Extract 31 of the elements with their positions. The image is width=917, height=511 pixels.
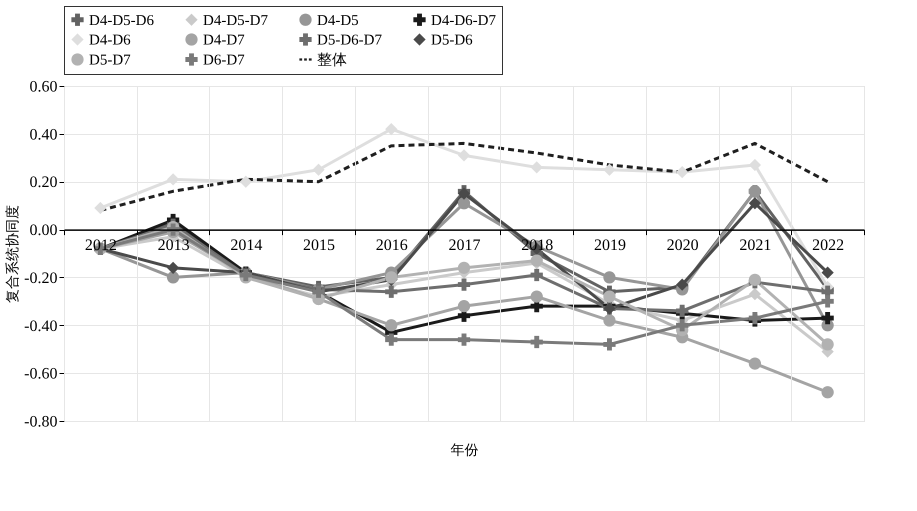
x-tick-label: 2013 [158,237,190,254]
legend-label: D5-D6 [431,32,474,48]
y-tick-label: -0.60 [24,366,58,383]
x-tick-label: 2015 [303,237,336,254]
x-tick-label: 2020 [666,237,699,254]
legend-label: D4-D6 [89,32,132,48]
x-tick-label: 2022 [812,237,844,254]
legend-label: 整体 [317,52,347,68]
legend-label: D6-D7 [203,52,246,68]
x-axis-title: 年份 [450,442,478,458]
legend-label: D4-D7 [203,32,246,48]
y-tick-label: 0.60 [30,78,58,96]
y-tick-label: 0.40 [30,126,58,144]
x-tick-label: 2017 [448,237,480,254]
x-tick-label: 2016 [376,237,408,254]
y-tick-label: -0.20 [24,270,58,287]
legend-label: D4-D5-D6 [89,12,154,29]
legend-label: D5-D6-D7 [317,32,382,48]
legend-label: D4-D5 [317,12,359,29]
legend-label: D4-D5-D7 [203,12,268,29]
x-tick-label: 2012 [84,237,117,254]
y-tick-label: -0.80 [24,414,58,430]
x-tick-label: 2019 [594,237,626,254]
y-tick-label: 0.00 [30,222,58,240]
legend-label: D5-D7 [89,52,132,68]
x-tick-label: 2021 [739,237,772,254]
y-tick-label: -0.40 [24,318,58,335]
legend-label: D4-D6-D7 [431,12,496,29]
y-tick-label: 0.20 [30,174,58,192]
x-tick-label: 2014 [230,237,262,254]
y-axis-title: 复合系统协同度 [5,205,22,303]
